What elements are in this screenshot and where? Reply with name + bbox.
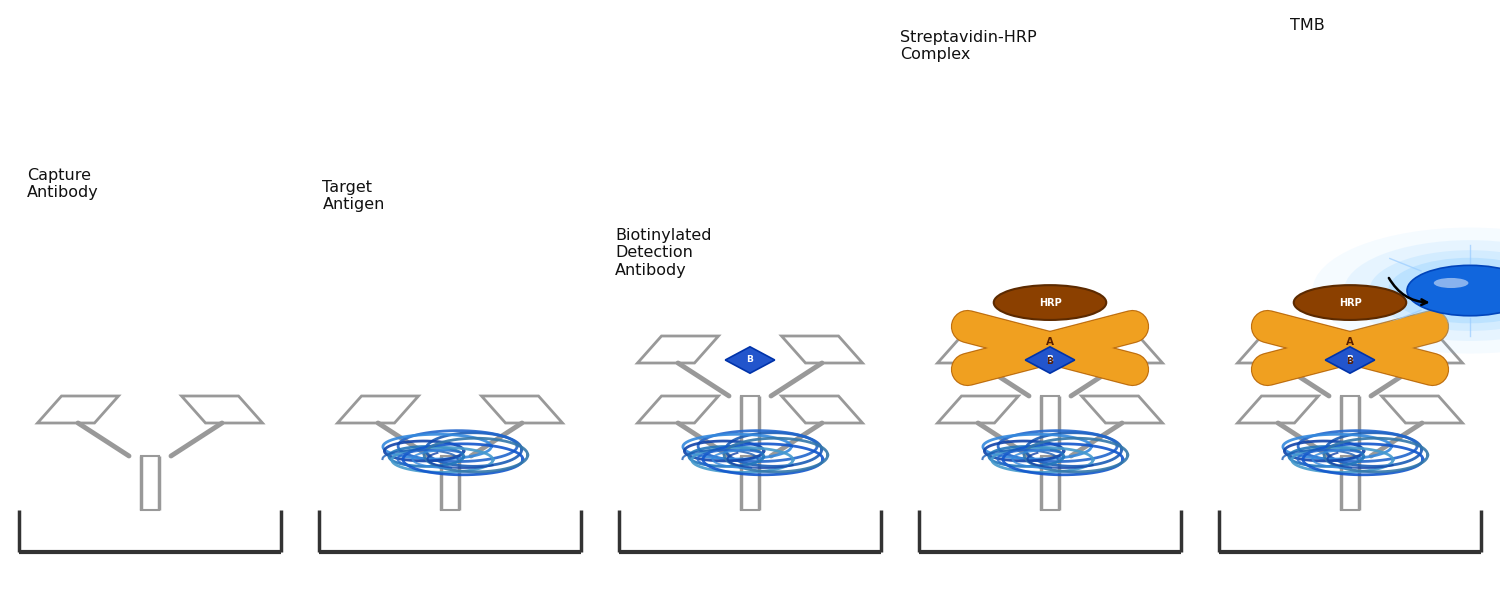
Ellipse shape	[1293, 285, 1407, 320]
Text: Biotinylated
Detection
Antibody: Biotinylated Detection Antibody	[615, 228, 711, 278]
Text: A: A	[1346, 337, 1354, 347]
Text: B: B	[1347, 356, 1353, 365]
Circle shape	[1407, 265, 1500, 316]
Circle shape	[1344, 240, 1500, 341]
Circle shape	[1388, 258, 1500, 323]
Text: A: A	[1046, 337, 1054, 347]
Text: Capture
Antibody: Capture Antibody	[27, 168, 99, 200]
Text: TMB: TMB	[1290, 18, 1324, 33]
Text: B: B	[1047, 355, 1053, 365]
Text: B: B	[1047, 356, 1053, 365]
Text: HRP: HRP	[1038, 298, 1062, 308]
Polygon shape	[1026, 347, 1074, 373]
Text: Target
Antigen: Target Antigen	[322, 180, 386, 212]
Ellipse shape	[1434, 278, 1468, 288]
Polygon shape	[726, 347, 774, 373]
Text: HRP: HRP	[1338, 298, 1362, 308]
Text: Streptavidin-HRP
Complex: Streptavidin-HRP Complex	[900, 30, 1036, 62]
Circle shape	[1370, 250, 1500, 331]
Polygon shape	[1326, 347, 1374, 373]
Ellipse shape	[993, 285, 1106, 320]
Text: B: B	[747, 355, 753, 365]
Text: B: B	[1347, 355, 1353, 365]
Circle shape	[1312, 227, 1500, 353]
